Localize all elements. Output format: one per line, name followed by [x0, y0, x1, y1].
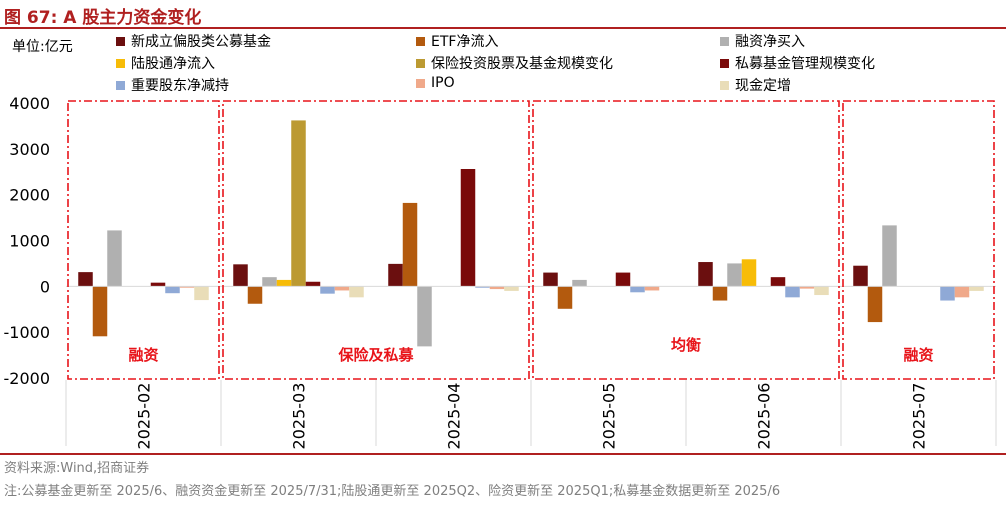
bar [107, 230, 122, 287]
bar [799, 286, 815, 289]
bar [320, 286, 335, 294]
legend-item: 重要股东净减持 [116, 75, 229, 95]
bar [940, 286, 955, 301]
y-tick-label: 3000 [9, 140, 50, 159]
bar [165, 286, 180, 294]
group-box [222, 100, 530, 380]
legend-item: 现金定增 [720, 75, 791, 95]
legend-swatch [116, 58, 125, 68]
legend-item: 私募基金管理规模变化 [720, 53, 875, 73]
bar [460, 169, 476, 287]
bar [194, 286, 209, 301]
legend-label: ETF净流入 [431, 34, 499, 50]
chart-title: 图 67: A 股主力资金变化 [4, 8, 202, 28]
legend-swatch [720, 80, 729, 90]
legend-label: 私募基金管理规模变化 [735, 56, 875, 72]
bar [770, 277, 786, 287]
y-tick-label: 0 [40, 277, 50, 296]
bar [233, 264, 248, 287]
legend-label: 保险投资股票及基金规模变化 [431, 56, 613, 72]
title-rule [0, 27, 1006, 29]
bar [698, 262, 713, 287]
bar [814, 286, 829, 296]
bar [727, 263, 742, 287]
x-tick-label: 2025-06 [755, 383, 774, 450]
x-tick-label: 2025-05 [600, 383, 619, 450]
bar [489, 286, 505, 290]
legend-swatch [416, 58, 425, 68]
legend-label: 新成立偏股类公募基金 [131, 34, 271, 50]
bar [402, 202, 418, 287]
legend-swatch [416, 36, 425, 46]
bar [954, 286, 970, 298]
bar [543, 272, 558, 287]
bar-chart: 4000 3000 2000 1000 0 -1000 -2000 2025-02 2025-0… [4, 94, 997, 450]
y-tick-label: -1000 [4, 323, 51, 342]
x-tick-label: 2025-07 [910, 383, 929, 450]
legend-swatch [116, 36, 125, 46]
bar [276, 279, 292, 287]
legend-swatch [116, 80, 125, 90]
bar [291, 120, 306, 287]
x-tick-label: 2025-03 [290, 383, 309, 450]
bar [388, 263, 403, 287]
unit-label: 单位:亿元 [12, 39, 73, 55]
legend-item: 保险投资股票及基金规模变化 [416, 53, 613, 73]
bar [92, 286, 108, 337]
bar [150, 282, 166, 287]
bar [179, 286, 195, 288]
y-tick-label: -2000 [4, 369, 51, 388]
x-tick-label: 2025-02 [135, 383, 154, 450]
note-text: 注:公募基金更新至 2025/6、融资资金更新至 2025/7/31;陆股通更新… [4, 484, 781, 499]
x-tick-label: 2025-04 [445, 383, 464, 450]
legend-label: 重要股东净减持 [131, 78, 229, 94]
y-tick-label: 2000 [9, 186, 50, 205]
bar [853, 265, 868, 287]
legend-label: IPO [431, 75, 455, 91]
legend-swatch [416, 78, 425, 88]
group-label: 均衡 [671, 336, 701, 354]
y-tick-label: 4000 [9, 94, 50, 113]
legend-item: ETF净流入 [416, 31, 498, 51]
bar [262, 277, 277, 287]
legend-item: 陆股通净流入 [116, 53, 215, 73]
group-label: 保险及私募 [337, 346, 414, 364]
bar [630, 286, 645, 293]
bar [78, 272, 93, 287]
group-label: 融资 [903, 346, 933, 364]
bar [882, 225, 897, 287]
bar [712, 286, 728, 301]
legend-item: 融资净买入 [720, 31, 805, 51]
bar [417, 286, 432, 347]
bar [247, 286, 263, 304]
legend-label: 陆股通净流入 [131, 56, 215, 72]
bar [475, 286, 490, 288]
group-box [532, 100, 840, 380]
bar [785, 286, 800, 298]
bar [504, 286, 519, 291]
group-box [67, 100, 220, 380]
source-text: 资料来源:Wind,招商证券 [4, 461, 150, 476]
group-box [842, 100, 995, 380]
legend-item: IPO [416, 75, 455, 91]
bar [644, 286, 660, 291]
bar [572, 279, 587, 287]
bar [969, 286, 984, 291]
bar [557, 286, 573, 309]
legend-swatch [720, 58, 729, 68]
bar [741, 259, 757, 287]
y-tick-label: 1000 [9, 232, 50, 251]
bar [349, 286, 364, 298]
legend-label: 融资净买入 [735, 34, 805, 50]
bar [867, 286, 883, 323]
legend-label: 现金定增 [735, 78, 791, 94]
group-label: 融资 [128, 346, 158, 364]
bar [305, 281, 321, 287]
bar [334, 286, 350, 291]
legend-swatch [720, 36, 729, 46]
legend-item: 新成立偏股类公募基金 [116, 31, 271, 51]
bar [615, 272, 631, 287]
footer-rule [0, 453, 1006, 455]
